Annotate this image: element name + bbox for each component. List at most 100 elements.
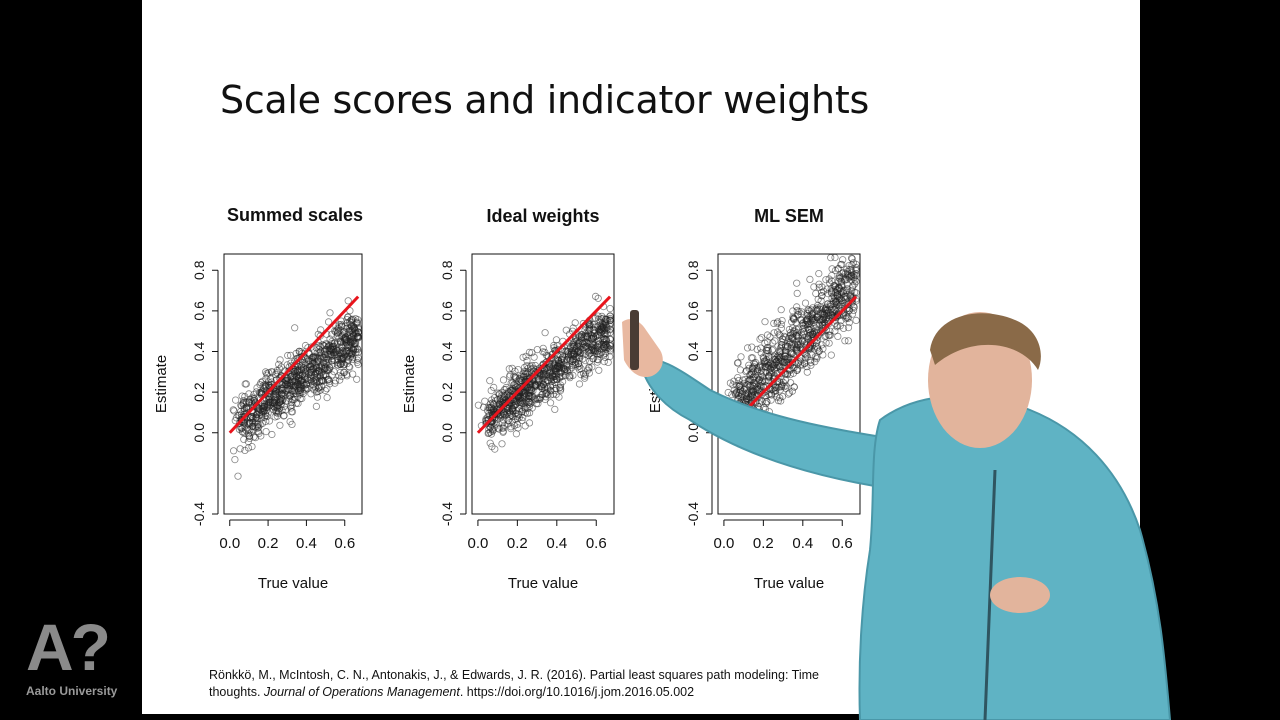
data-point xyxy=(510,372,518,380)
data-point xyxy=(826,279,834,287)
data-point xyxy=(744,377,752,385)
data-point xyxy=(806,356,815,364)
data-point xyxy=(827,351,835,359)
y-tick-label: 0.8 xyxy=(685,260,701,280)
data-point xyxy=(835,272,844,280)
data-point xyxy=(823,285,831,293)
chart-title: ML SEM xyxy=(754,206,824,226)
data-point xyxy=(335,372,343,380)
data-point xyxy=(301,359,309,367)
data-point xyxy=(849,306,858,314)
data-point xyxy=(490,393,499,402)
data-point xyxy=(522,389,530,398)
data-point xyxy=(250,390,258,399)
data-point xyxy=(730,377,738,385)
y-tick-label: 0.8 xyxy=(191,260,207,280)
data-point xyxy=(775,347,783,355)
data-point xyxy=(294,356,302,364)
data-point xyxy=(343,315,351,324)
data-point xyxy=(597,348,606,356)
data-point xyxy=(805,319,813,328)
data-point xyxy=(486,377,494,385)
data-point xyxy=(263,369,271,378)
data-point xyxy=(827,289,836,297)
y-tick-label: 0.6 xyxy=(685,301,701,321)
data-point xyxy=(354,325,362,333)
data-point xyxy=(796,344,805,352)
data-point xyxy=(782,358,790,366)
data-point xyxy=(523,373,531,381)
data-point xyxy=(262,427,270,436)
data-point xyxy=(499,410,507,418)
y-tick-label: 0.6 xyxy=(191,301,207,321)
data-point xyxy=(790,383,798,391)
data-point xyxy=(499,376,508,384)
data-point xyxy=(552,336,560,344)
reference-line xyxy=(476,295,612,434)
data-point xyxy=(326,364,334,372)
data-point xyxy=(602,345,610,354)
data-point xyxy=(809,330,817,339)
data-point xyxy=(340,336,348,344)
data-point xyxy=(801,299,810,307)
data-point xyxy=(584,366,592,374)
y-axis-label: Estimate xyxy=(401,355,418,413)
data-point xyxy=(336,368,344,377)
data-point xyxy=(585,363,593,371)
data-point xyxy=(280,412,288,420)
data-point xyxy=(562,326,570,334)
data-point xyxy=(308,343,316,351)
data-point xyxy=(550,344,558,352)
data-point xyxy=(777,397,785,405)
data-point xyxy=(539,381,547,389)
data-point xyxy=(815,269,823,278)
data-point xyxy=(554,346,563,354)
data-point xyxy=(825,339,833,347)
data-point xyxy=(487,406,495,415)
data-point xyxy=(527,387,536,395)
data-point xyxy=(268,430,276,439)
data-point xyxy=(811,358,819,366)
data-point xyxy=(847,254,856,262)
data-point xyxy=(268,398,276,407)
presenter-lower-hand xyxy=(990,577,1050,613)
data-point xyxy=(525,409,534,417)
y-tick-label: 0.6 xyxy=(439,301,455,321)
data-point xyxy=(763,331,772,339)
data-point xyxy=(587,339,596,347)
data-point xyxy=(753,345,761,353)
data-point xyxy=(746,375,754,383)
data-point xyxy=(590,329,598,337)
data-point xyxy=(782,384,790,392)
data-point xyxy=(555,370,563,378)
chart-title: Ideal weights xyxy=(486,206,599,226)
data-point xyxy=(574,363,582,371)
data-point xyxy=(232,396,240,404)
chart-panel-1: Summed scales 0.0 0.2 0.4 0.6 True value -0.4 0… xyxy=(153,205,363,592)
data-point xyxy=(822,303,830,311)
data-point xyxy=(844,323,853,332)
data-point xyxy=(535,375,543,383)
data-point xyxy=(773,319,781,327)
data-point xyxy=(848,297,856,305)
data-point xyxy=(306,362,314,370)
data-point xyxy=(801,354,809,362)
data-point xyxy=(819,351,827,359)
data-point xyxy=(283,361,291,369)
data-point xyxy=(321,363,329,371)
data-point xyxy=(338,372,346,380)
data-point xyxy=(807,306,816,314)
data-point xyxy=(842,243,848,249)
data-point xyxy=(518,416,526,424)
y-tick-label: -0.4 xyxy=(685,502,701,526)
data-point xyxy=(474,401,482,409)
data-point xyxy=(773,328,782,336)
data-point xyxy=(302,354,310,362)
data-point xyxy=(573,348,581,356)
data-point xyxy=(818,283,826,291)
data-point xyxy=(756,335,764,343)
data-point xyxy=(232,414,241,422)
data-point xyxy=(276,356,284,364)
data-point xyxy=(805,306,813,314)
data-point xyxy=(558,354,566,362)
